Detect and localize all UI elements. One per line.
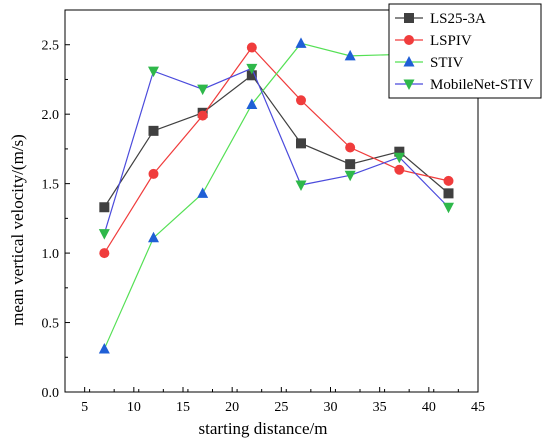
legend-item-stiv: STIV [395,55,464,71]
y-tick-label: 0.5 [42,317,60,332]
data-point-ls25-3a [443,188,454,199]
plot-area [64,9,479,393]
data-point-stiv [148,231,159,243]
data-point-mobilenet-stiv [344,170,356,182]
x-axis: 5 10 15 20 25 30 35 40 45 [64,387,485,415]
x-tick-label: 40 [422,400,436,415]
series-line-mobilenet-stiv [103,67,449,234]
data-point-lspiv [296,95,306,106]
legend-label: LSPIV [430,33,472,49]
x-tick-label: 35 [373,400,387,415]
data-point-mobilenet-stiv [393,152,405,164]
y-tick-label: 2.5 [42,39,60,54]
series-layer [98,37,454,354]
data-point-mobilenet-stiv [148,66,159,78]
data-point-stiv [295,37,307,48]
y-tick-label: 2.0 [42,108,60,123]
data-point-mobilenet-stiv [443,202,454,214]
data-point-lspiv [99,248,110,259]
series-lspiv [99,42,454,259]
series-mobilenet-stiv [98,63,454,240]
legend-swatch-marker [404,13,414,23]
data-point-lspiv [246,42,257,53]
data-point-lspiv [148,168,159,179]
legend-item-mobilenet-stiv: MobileNet-STIV [395,77,533,93]
y-tick-label: 0.0 [42,386,60,401]
data-point-stiv [197,187,209,198]
x-tick-label: 10 [127,400,141,415]
y-tick-label: 1.0 [42,247,60,262]
y-tick-label: 1.5 [42,178,60,193]
data-point-stiv [344,49,356,61]
x-tick-label: 20 [225,400,239,415]
data-point-lspiv [197,110,208,121]
data-point-ls25-3a [394,146,405,157]
legend: LS25-3A LSPIV STIV MobileNet-STIV [388,3,542,99]
x-tick-label: 45 [471,400,485,415]
x-tick-label: 25 [274,400,288,415]
data-point-stiv [98,342,110,354]
data-point-ls25-3a [296,138,306,149]
data-point-mobilenet-stiv [98,229,110,240]
series-line-ls25-3a [103,74,449,208]
legend-label: STIV [430,55,464,71]
legend-swatch-marker [404,35,414,45]
legend-swatch-marker [403,56,415,67]
plot-frame [64,9,479,393]
x-tick-label: 30 [324,400,338,415]
legend-swatch-marker [403,79,415,90]
data-point-mobilenet-stiv [295,180,307,192]
y-axis-title: mean vertical velocity/(m/s) [8,134,27,326]
data-point-lspiv [345,142,356,153]
x-tick-label: 15 [176,400,190,415]
data-point-ls25-3a [99,202,110,213]
legend-item-ls25-3a: LS25-3A [395,11,486,27]
data-point-stiv [246,98,258,109]
data-point-mobilenet-stiv [246,63,258,75]
legend-label: MobileNet-STIV [430,77,533,93]
data-point-ls25-3a [345,159,356,170]
legend-label: LS25-3A [430,11,486,27]
data-point-lspiv [443,175,454,186]
data-point-ls25-3a [246,70,257,81]
data-point-lspiv [394,164,405,175]
x-tick-label: 5 [81,400,88,415]
y-axis: 0.0 0.5 1.0 1.5 2.0 2.5 [42,39,70,401]
data-point-ls25-3a [148,125,159,136]
x-axis-title: starting distance/m [199,419,328,438]
legend-box [388,3,542,99]
data-point-mobilenet-stiv [197,84,209,96]
legend-item-lspiv: LSPIV [395,33,472,49]
